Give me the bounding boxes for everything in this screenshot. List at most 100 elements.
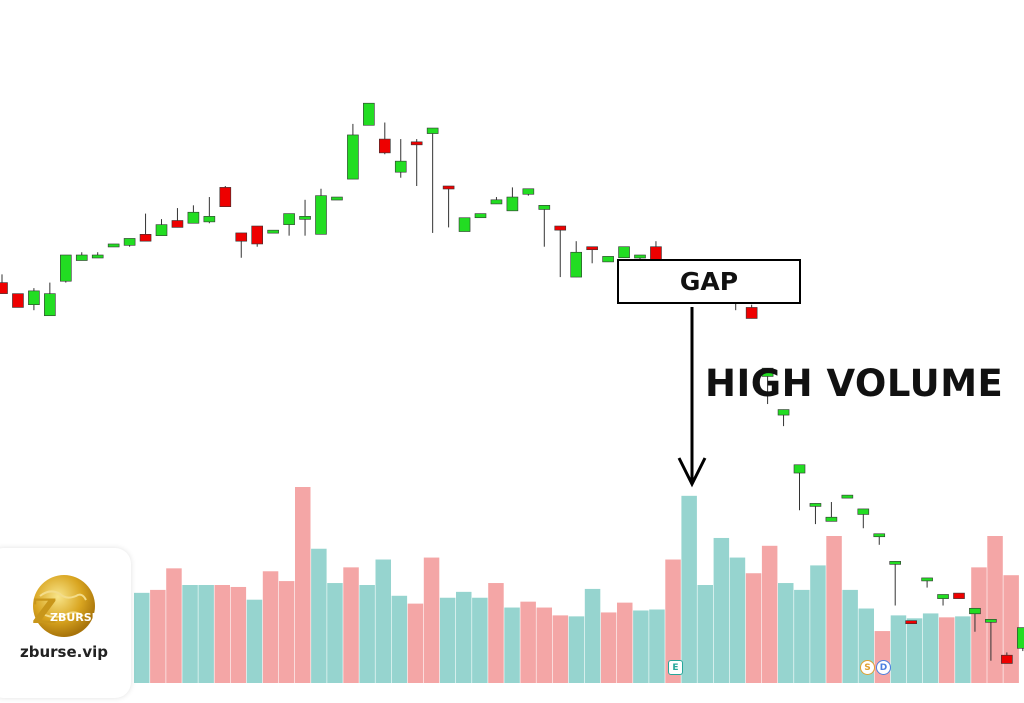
site-url: zburse.vip <box>20 643 109 661</box>
candle <box>331 196 343 201</box>
candle <box>59 254 72 283</box>
volume-bar <box>939 617 955 683</box>
candle <box>793 464 806 511</box>
volume-bar <box>874 631 891 683</box>
candle-body <box>570 251 583 278</box>
candle-body <box>378 138 391 154</box>
volume-bar <box>761 545 778 683</box>
candle <box>506 187 519 212</box>
volume-bar <box>617 602 633 683</box>
candle-body <box>442 185 455 190</box>
volume-bar <box>810 565 826 683</box>
candle-body <box>761 367 774 377</box>
volume-bar <box>826 536 842 683</box>
candle <box>203 197 216 224</box>
volume-bar <box>713 537 730 683</box>
candle <box>873 533 886 545</box>
logo-brand-text: ZBURSE <box>50 611 99 624</box>
volume-bar <box>343 567 359 683</box>
candle <box>283 213 295 236</box>
candle <box>809 503 822 525</box>
volume-bar <box>295 487 311 683</box>
candle <box>825 502 838 522</box>
candle <box>442 185 455 228</box>
candle <box>139 213 152 242</box>
volume-bar <box>649 609 665 683</box>
candle-body <box>793 464 806 474</box>
candle-body <box>251 225 263 245</box>
candle-body <box>44 293 56 317</box>
volume-bar <box>633 610 649 683</box>
candle <box>538 205 551 247</box>
candle-body <box>873 533 886 538</box>
volume-bar <box>246 599 263 683</box>
candle-body <box>363 102 375 126</box>
volume-bar <box>890 615 907 683</box>
candle-body <box>969 607 981 615</box>
candle <box>1001 652 1013 664</box>
candle <box>44 282 56 317</box>
candle <box>458 217 471 232</box>
candle <box>570 241 583 278</box>
earnings-marker-icon[interactable]: E <box>668 660 683 675</box>
candle-body <box>155 224 168 236</box>
candle-body <box>841 494 854 499</box>
candle-body <box>410 141 423 146</box>
candle <box>969 607 981 632</box>
candle-body <box>171 220 184 228</box>
volume-bar <box>697 585 713 683</box>
candle-body <box>203 216 216 223</box>
candle <box>953 592 965 599</box>
candle <box>841 494 854 499</box>
candle-body <box>219 187 232 208</box>
volume-bar <box>278 581 295 683</box>
candle <box>363 102 375 126</box>
candle <box>857 508 870 529</box>
candle <box>745 304 758 319</box>
candle-body <box>394 160 407 173</box>
volume-bar <box>778 583 794 683</box>
volume-bar <box>922 613 939 683</box>
volume-bar <box>584 588 601 683</box>
volume-bar <box>488 583 504 683</box>
volume-bar <box>327 583 343 683</box>
volume-bar <box>520 601 536 683</box>
dividend-marker-icon[interactable]: D <box>876 660 891 675</box>
volume-bar <box>182 585 198 683</box>
candle-body <box>1001 654 1013 664</box>
candle-body <box>586 246 598 251</box>
candle <box>91 252 104 259</box>
candle <box>618 246 630 259</box>
candle <box>1016 627 1024 652</box>
stock-chart <box>0 102 1024 683</box>
candle-body <box>283 213 295 225</box>
candle-body <box>0 282 8 294</box>
volume-bar <box>198 585 214 683</box>
candle-body <box>458 217 471 232</box>
candle <box>107 243 120 248</box>
candle <box>315 188 327 235</box>
volume-bar <box>134 592 150 683</box>
candle <box>410 139 423 186</box>
candle <box>171 208 184 228</box>
candle-body <box>857 508 870 515</box>
candle-body <box>474 213 487 219</box>
candle <box>474 213 487 219</box>
volume-bar <box>552 615 569 683</box>
high-volume-label: HIGH VOLUME <box>705 362 1004 405</box>
volume-bar <box>665 559 681 683</box>
candle-body <box>777 409 790 416</box>
candle-body <box>937 594 949 599</box>
candle <box>28 288 40 311</box>
candle-body <box>921 577 933 582</box>
candle <box>602 256 614 263</box>
gap-label: GAP <box>679 267 739 296</box>
logo-card: Z ZBURSE <box>0 548 131 698</box>
volume-bar <box>504 607 520 683</box>
candle-body <box>618 246 630 259</box>
candle-body <box>107 243 120 248</box>
split-marker-icon[interactable]: S <box>860 660 875 675</box>
candle-body <box>12 293 24 308</box>
candle-body <box>267 229 279 234</box>
volume-bar <box>375 559 391 683</box>
